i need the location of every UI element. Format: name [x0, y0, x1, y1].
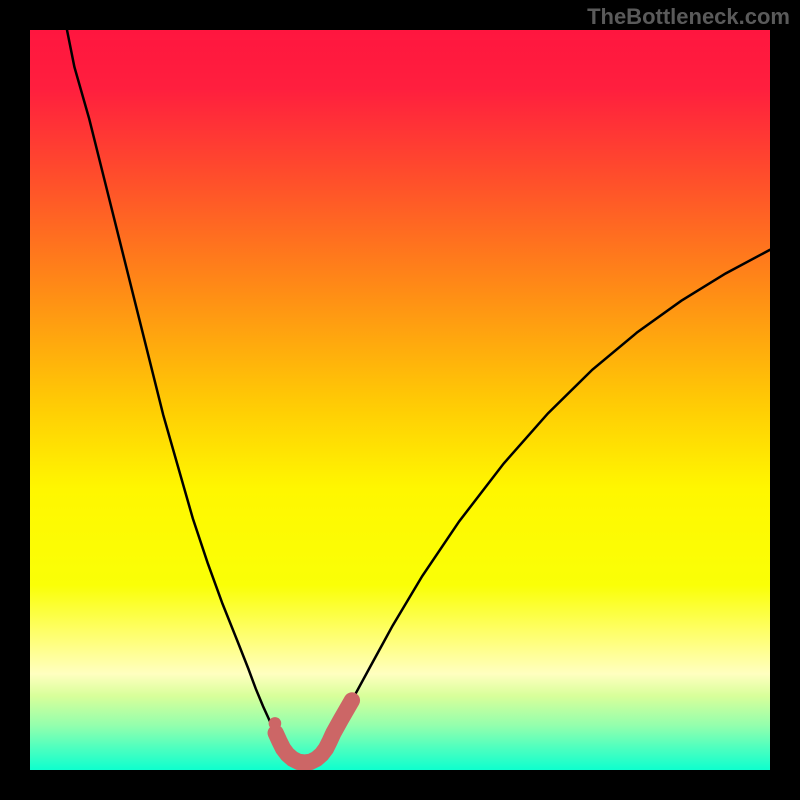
chart-curves	[30, 30, 770, 770]
highlight-dot	[269, 717, 282, 730]
plot-area	[30, 30, 770, 770]
curve-right	[327, 250, 770, 744]
highlight-arc	[276, 700, 352, 762]
watermark-text: TheBottleneck.com	[587, 4, 790, 30]
curve-left	[67, 30, 282, 743]
